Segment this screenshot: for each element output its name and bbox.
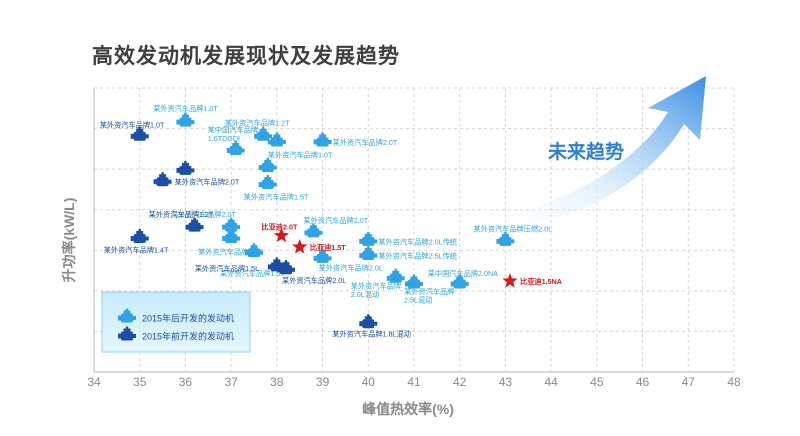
engine-icon-old (153, 172, 172, 187)
x-tick-label: 34 (87, 375, 101, 389)
point-label: 某外资汽车品牌2.0T (303, 216, 368, 225)
point-label: 某外资汽车品牌2.0L传统 (378, 237, 457, 246)
legend-engine-icon-old (118, 326, 136, 341)
legend: 2015年后开发的发动机 2015年前开发的发动机 (101, 291, 251, 353)
byd-star-point (502, 273, 518, 288)
engine-icon-new (313, 248, 332, 263)
point-label: 某外资汽车品牌2.0T (175, 178, 240, 187)
engine-icon-old (176, 160, 195, 175)
engine-icon-old (130, 126, 149, 141)
engine-icon-new (386, 268, 405, 283)
point-label: 某外资汽车品牌2.0T (171, 210, 236, 219)
x-tick-label: 48 (727, 375, 741, 389)
point-label: 某中国汽车品牌2.0NA (428, 269, 498, 278)
x-tick-label: 47 (682, 375, 696, 389)
point-label: 某外资汽车品牌2.5L传统 (378, 252, 457, 261)
x-tick-label: 38 (270, 375, 284, 389)
engine-icon-new (226, 140, 245, 155)
chart-title: 高效发动机发展现状及发展趋势 (92, 45, 400, 68)
engine-icon-old (185, 217, 204, 232)
point-label: 某外资汽车品牌2.0L (319, 263, 383, 272)
engine-icon-new (359, 231, 378, 246)
engine-icon-new (304, 223, 323, 238)
point-label: 某外资汽车品牌2.0L (282, 276, 346, 285)
byd-star-point (273, 227, 290, 243)
x-tick-label: 35 (133, 375, 147, 389)
point-label: 某外资汽车品牌1.5T (220, 269, 285, 278)
x-tick-label: 36 (179, 375, 193, 389)
point-label: 某外资汽车品牌1.8L混动 (332, 330, 411, 339)
engine-icon-new (496, 231, 515, 246)
engine-icon-new (222, 229, 241, 244)
engine-icon-new (405, 274, 423, 289)
point-label: 某外资汽车品牌2.0T (198, 248, 263, 257)
engine-icon-new (267, 132, 286, 147)
point-label: 某外资汽车品牌1.2T (149, 210, 214, 219)
point-label: 某外资汽车品牌 2.0L混动 (351, 281, 401, 299)
point-label: 某外资汽车品牌压燃2.0L (473, 224, 552, 233)
engine-icon-new (359, 246, 378, 261)
point-label: 某外资汽车品牌1.0T (153, 104, 218, 113)
point-label: 某外资汽车品牌2.0T (333, 138, 398, 147)
x-axis-title: 峰值热效率(%) (362, 401, 454, 417)
point-label: 某外资汽车品牌1.5L (195, 264, 259, 273)
point-label: 某外资汽车品牌1.2T (225, 118, 290, 127)
point-label: 某外资汽车品牌1.4T (104, 246, 169, 255)
x-tick-label: 45 (590, 375, 604, 389)
engine-icon-new (245, 243, 263, 258)
byd-star-point (292, 239, 308, 254)
point-label: 某外资汽车品牌1.5T (244, 193, 309, 202)
engine-icon-new (313, 132, 332, 147)
trend-label: 未来趋势 (547, 140, 624, 163)
engine-icon-old (359, 314, 378, 329)
engine-icon-old (277, 260, 295, 275)
legend-entry-label: 2015年前开发的发动机 (142, 331, 234, 342)
x-tick-label: 41 (407, 375, 421, 389)
x-tick-label: 44 (544, 375, 558, 389)
legend-entry-label: 2015年后开发的发动机 (142, 313, 234, 324)
x-tick-label: 40 (362, 375, 376, 389)
engine-icon-new (254, 126, 273, 141)
x-tick-label: 46 (636, 375, 650, 389)
point-label: 某外资汽车品牌 2.5L混动 (404, 287, 454, 305)
engine-icon-new (258, 175, 277, 190)
x-tick-label: 42 (453, 375, 467, 389)
engine-icon-new (222, 217, 241, 232)
x-tick-label: 43 (499, 375, 513, 389)
point-label: 比亚迪1.5T (310, 243, 347, 252)
engine-icon-new (176, 112, 195, 127)
y-axis-title: 升功率(kW/L) (61, 198, 77, 283)
legend-engine-icon-new (118, 308, 136, 323)
point-label: 某中国汽车品牌 1.6TDGDI (208, 125, 258, 143)
point-label: 某外资汽车品牌1.0T (268, 151, 333, 160)
point-label: 比亚迪1.5NA (520, 277, 562, 286)
engine-icon-new (450, 274, 469, 289)
x-tick-label: 39 (316, 375, 330, 389)
trend-arrow (468, 76, 706, 231)
engine-icon-new (258, 158, 277, 173)
point-label: 某外资汽车品牌1.0T (100, 120, 165, 129)
x-tick-labels: 34 35 36 37 38 39 40 41 42 43 44 45 46 47 48 (87, 375, 741, 389)
engine-icon-old (130, 229, 149, 244)
point-label: 比亚迪2.0T (261, 223, 298, 232)
x-tick-label: 37 (224, 375, 238, 389)
